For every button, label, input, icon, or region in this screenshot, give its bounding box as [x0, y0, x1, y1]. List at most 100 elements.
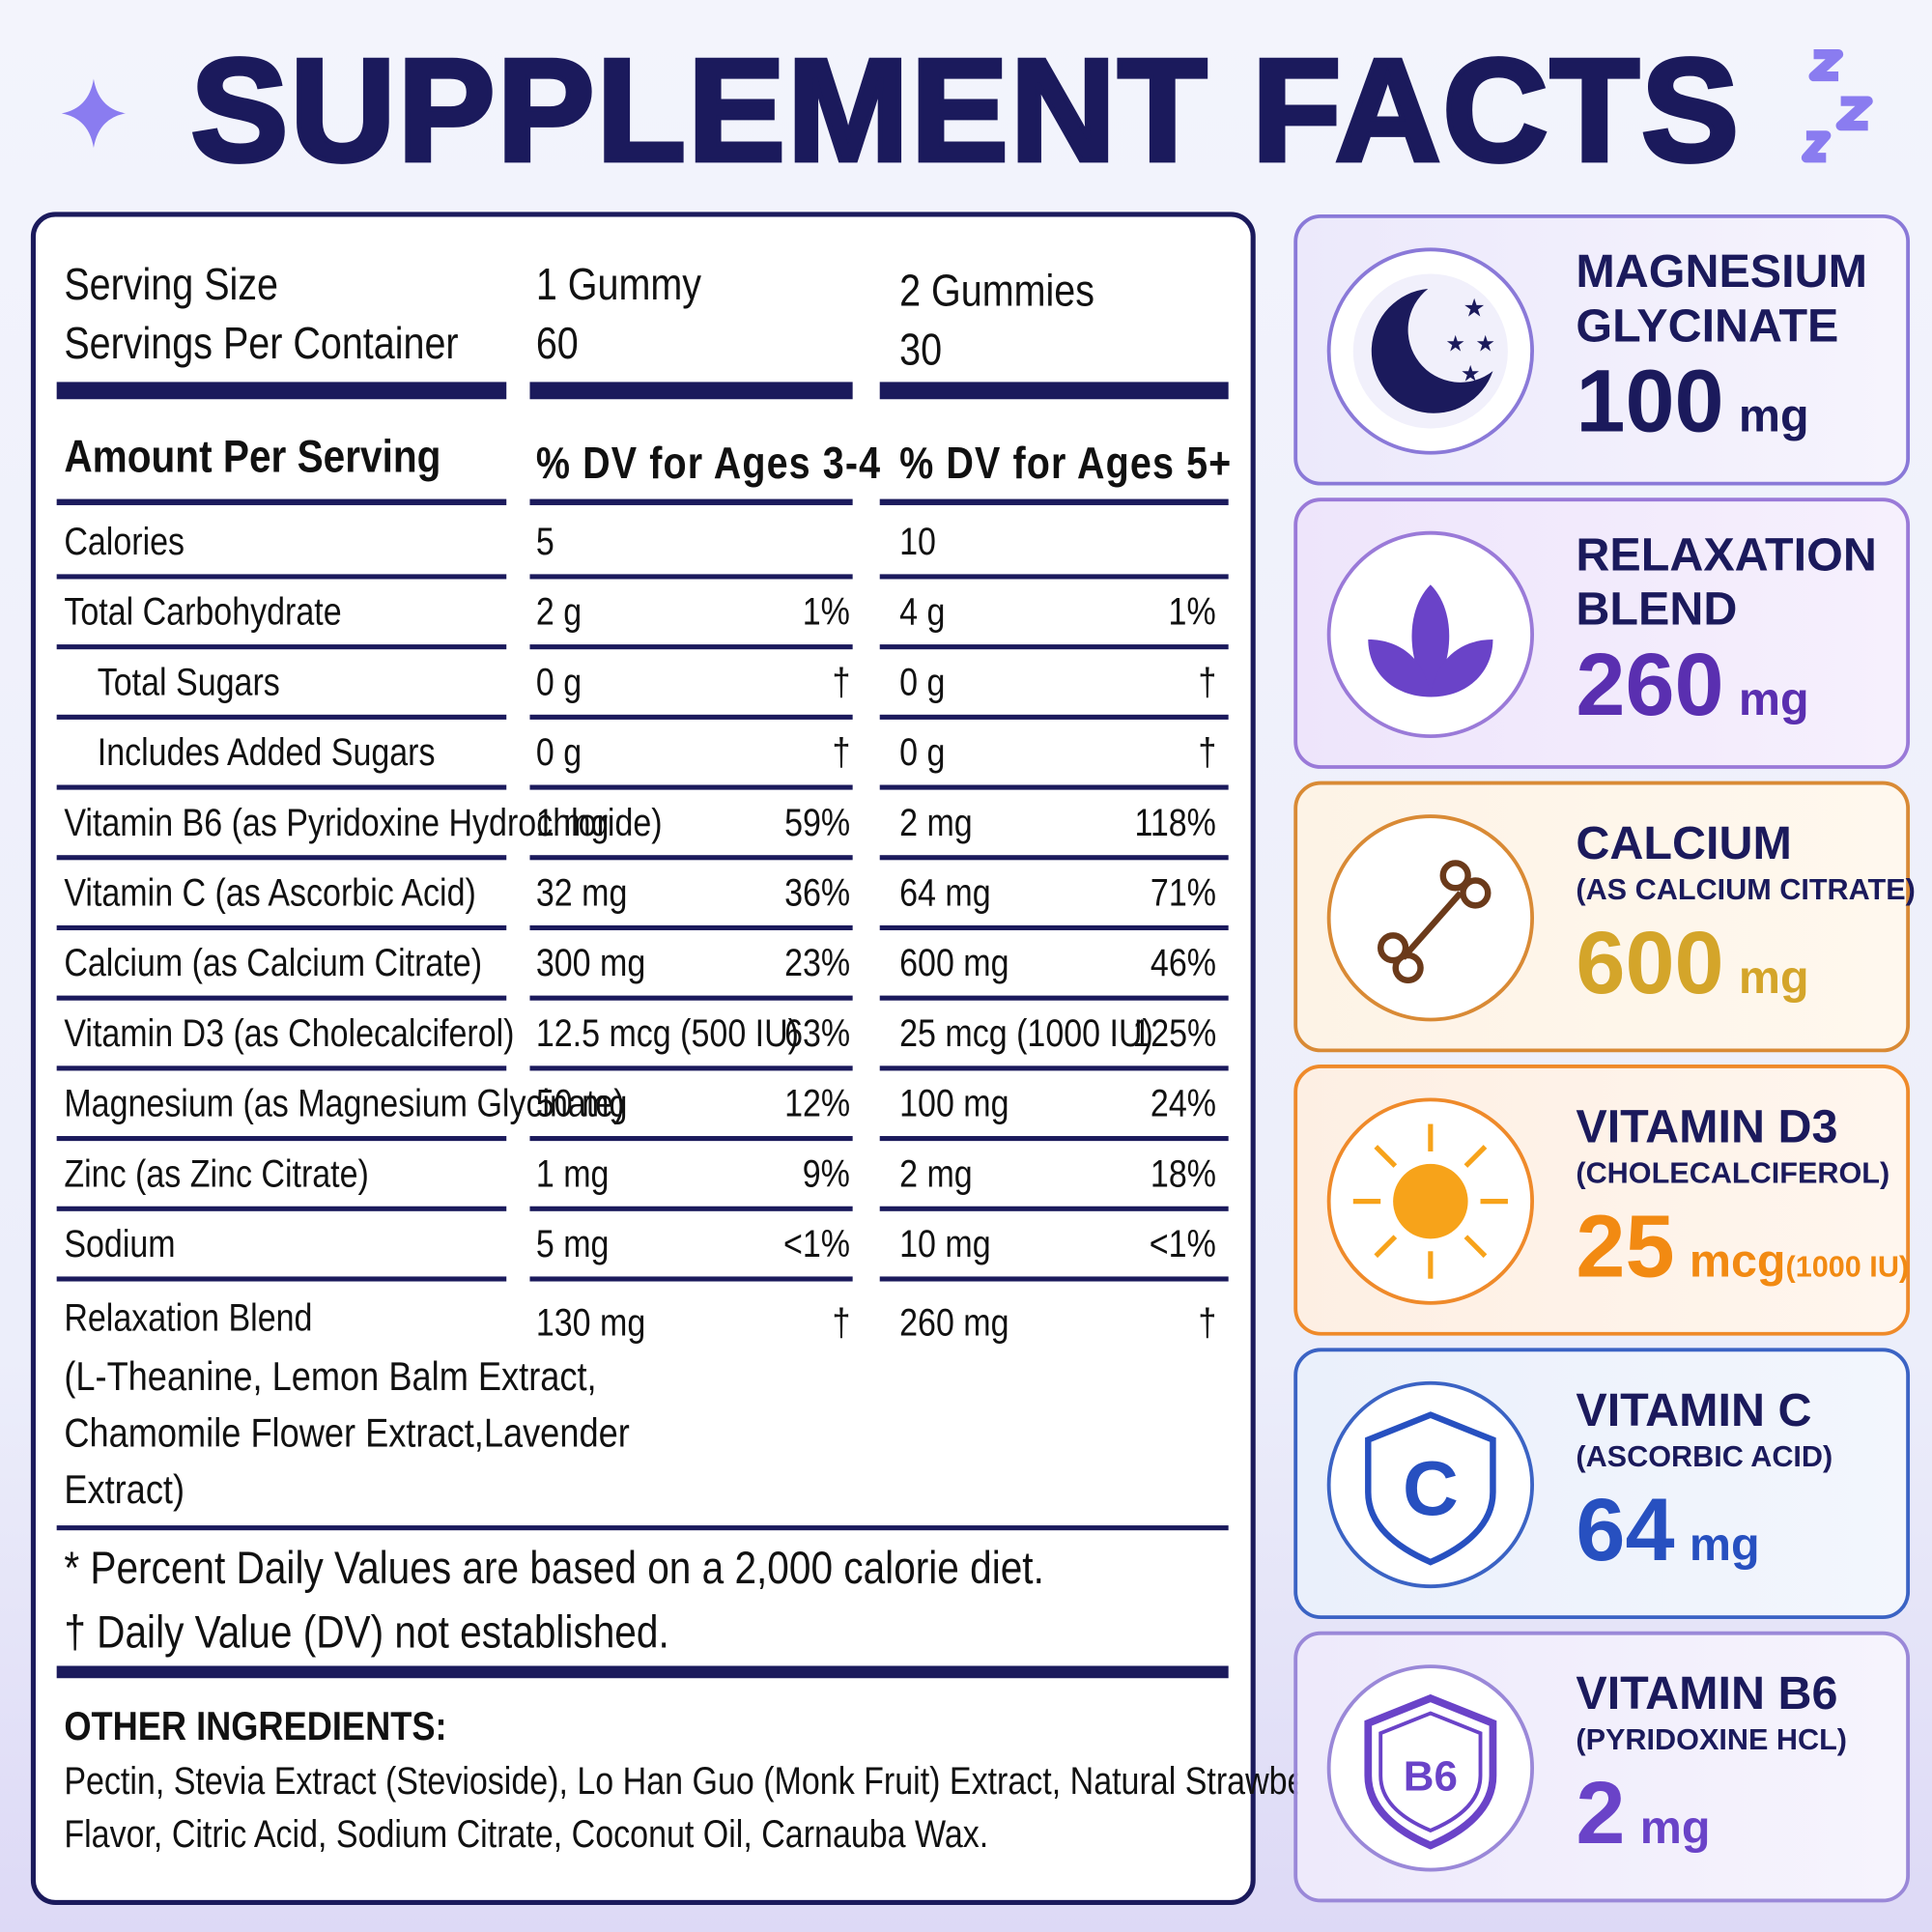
ingredient-card: C VITAMIN C (ASCORBIC ACID) 64 mg	[1293, 1348, 1911, 1620]
daily-value: 1%	[802, 589, 851, 634]
rule	[56, 1525, 1229, 1531]
icon: B6	[1364, 1693, 1497, 1850]
rule	[56, 924, 507, 931]
amount: 4 g	[899, 589, 946, 634]
rule	[529, 714, 853, 720]
nutrient-name: Calories	[64, 520, 185, 563]
icon-circle	[1326, 530, 1535, 739]
daily-value: 36%	[784, 870, 851, 915]
amount: 130 mg	[535, 1300, 646, 1345]
rule	[529, 855, 853, 861]
rule	[879, 574, 1229, 580]
other-text: Pectin, Stevia Extract (Stevioside), Lo …	[64, 1759, 1345, 1804]
rule	[529, 1276, 853, 1282]
daily-value: <1%	[783, 1222, 851, 1265]
column-header: Amount Per Serving	[64, 431, 441, 482]
amount-unit: mg	[1738, 673, 1809, 726]
amount: 1 mg	[535, 1151, 610, 1196]
daily-value: <1%	[1149, 1222, 1216, 1265]
amount-number: 2	[1576, 1764, 1626, 1863]
amount: 25 mcg (1000 IU)	[899, 1011, 1153, 1055]
amount-unit: mg	[1639, 1803, 1711, 1855]
rule	[56, 1276, 507, 1282]
rule	[879, 1276, 1229, 1282]
svg-text:★: ★	[1463, 295, 1485, 322]
icon-circle: ★ ★ ★ ★	[1326, 247, 1535, 455]
amount: 600 mg	[899, 941, 1009, 985]
daily-value: 71%	[1150, 870, 1216, 915]
rule	[879, 382, 1229, 400]
icon-circle: B6	[1326, 1664, 1535, 1872]
daily-value: 118%	[1134, 801, 1216, 844]
rule	[529, 784, 853, 790]
ingredient-card: ★ ★ ★ ★ MAGNESIUM GLYCINATE 100 mg	[1293, 213, 1911, 486]
amount-unit: mg	[1689, 1519, 1760, 1572]
icon	[1377, 860, 1492, 984]
rule	[529, 498, 853, 505]
card-name: CALCIUM	[1576, 817, 1792, 870]
svg-text:★: ★	[1475, 331, 1495, 356]
rule	[879, 1206, 1229, 1211]
serving-label: Servings Per Container	[64, 318, 459, 369]
nutrient-name: Vitamin D3 (as Cholecalciferol)	[64, 1011, 515, 1055]
rule	[529, 995, 853, 1001]
footnote: * Percent Daily Values are based on a 2,…	[64, 1542, 1044, 1594]
amount: 12.5 mcg (500 IU)	[535, 1011, 800, 1055]
svg-text:★: ★	[1461, 361, 1481, 386]
rule	[529, 382, 853, 400]
rule	[879, 784, 1229, 790]
daily-value: 125%	[1131, 1011, 1216, 1055]
card-name: VITAMIN D3	[1576, 1101, 1838, 1153]
rule	[529, 924, 853, 931]
other-title: OTHER INGREDIENTS:	[64, 1702, 447, 1748]
amount: 0 g	[535, 730, 582, 775]
nutrient-name: Zinc (as Zinc Citrate)	[64, 1151, 369, 1196]
other-text: Flavor, Citric Acid, Sodium Citrate, Coc…	[64, 1812, 989, 1856]
card-name: VITAMIN C	[1576, 1384, 1812, 1437]
amount: 64 mg	[899, 870, 991, 915]
amount: 100 mg	[899, 1081, 1009, 1125]
rule	[529, 1206, 853, 1211]
icon-circle: C	[1326, 1380, 1535, 1589]
card-name: MAGNESIUM GLYCINATE	[1576, 246, 1867, 353]
icon: ★ ★ ★ ★	[1352, 273, 1508, 429]
rule	[529, 1136, 853, 1142]
daily-value: 59%	[784, 801, 851, 844]
daily-value: 24%	[1150, 1081, 1216, 1125]
amount: 2 mg	[899, 801, 973, 844]
serving-value: 30	[899, 324, 943, 375]
amount-number: 64	[1576, 1481, 1675, 1580]
rule	[56, 1206, 507, 1211]
rule	[56, 784, 507, 790]
daily-value: †	[1198, 1300, 1216, 1345]
amount: 5	[535, 520, 554, 563]
rule	[879, 855, 1229, 861]
daily-value: 46%	[1150, 941, 1216, 985]
svg-text:★: ★	[1445, 331, 1465, 356]
amount: 300 mg	[535, 941, 646, 985]
card-amount: 64 mg	[1576, 1480, 1759, 1581]
card-amount: 100 mg	[1576, 352, 1808, 453]
icon-circle	[1326, 814, 1535, 1022]
blend-detail: (L-Theanine, Lemon Balm Extract,	[64, 1352, 597, 1399]
rule	[56, 644, 507, 650]
amount-unit: mg	[1738, 390, 1809, 442]
daily-value: 1%	[1168, 589, 1216, 634]
nutrient-name: Calcium (as Calcium Citrate)	[64, 941, 483, 985]
icon	[1368, 584, 1493, 697]
nutrient-name: Vitamin B6 (as Pyridoxine Hydrochloride)	[64, 801, 663, 844]
nutrient-name: Magnesium (as Magnesium Glycinate)	[64, 1081, 625, 1125]
card-name: RELAXATION BLEND	[1576, 529, 1877, 637]
rule	[879, 644, 1229, 650]
card-note: (ASCORBIC ACID)	[1576, 1440, 1833, 1474]
card-amount: 600 mg	[1576, 913, 1808, 1014]
rule	[879, 1065, 1229, 1071]
icon	[1352, 1123, 1508, 1279]
rule	[56, 574, 507, 580]
rule	[879, 714, 1229, 720]
amount: 10	[899, 520, 936, 563]
card-amount: 25 mcg(1000 IU)	[1576, 1197, 1909, 1298]
amount: 1 mg	[535, 801, 610, 844]
column-header: % DV for Ages 3-4	[535, 437, 882, 489]
